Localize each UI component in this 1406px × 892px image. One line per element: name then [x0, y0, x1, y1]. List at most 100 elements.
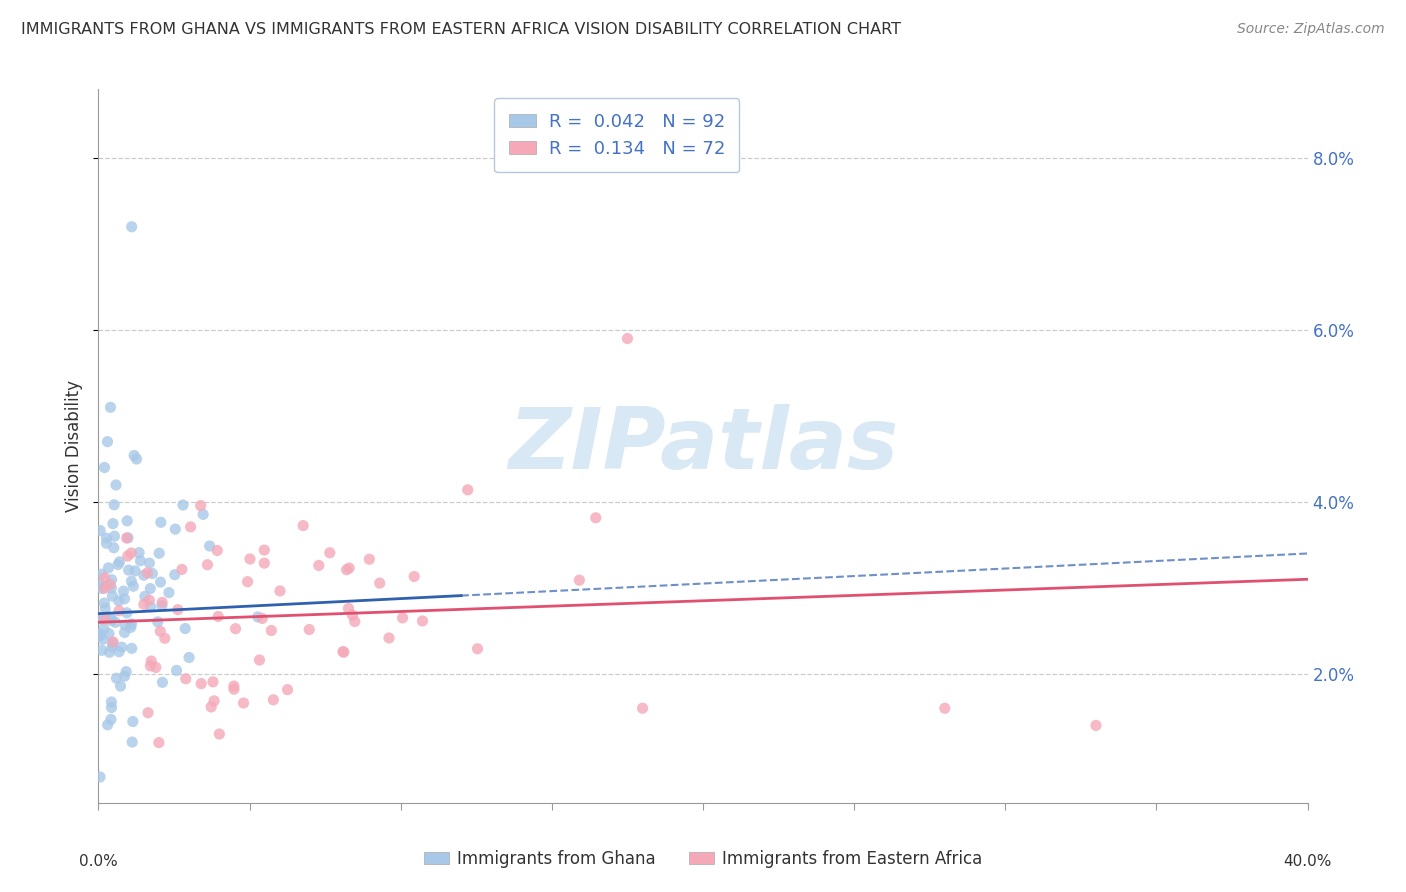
Y-axis label: Vision Disability: Vision Disability [65, 380, 83, 512]
Point [277, 682, 299, 697]
Point [132, 597, 155, 611]
Point [292, 518, 315, 533]
Point [121, 641, 143, 656]
Point [253, 543, 276, 558]
Point [616, 332, 638, 346]
Point [208, 727, 231, 741]
Point [128, 546, 150, 560]
Text: ZIPatlas: ZIPatlas [508, 404, 898, 488]
Point [145, 660, 167, 674]
Point [101, 589, 124, 603]
Point [100, 611, 122, 625]
Point [93, 460, 115, 475]
Point [132, 568, 155, 582]
Point [1085, 718, 1108, 732]
Point [222, 679, 245, 693]
Point [207, 609, 229, 624]
Point [93, 571, 115, 585]
Point [89, 629, 111, 643]
Point [157, 585, 180, 599]
Point [236, 574, 259, 589]
Point [153, 632, 176, 646]
Point [100, 401, 122, 415]
Point [177, 650, 200, 665]
Point [222, 682, 245, 697]
Legend: Immigrants from Ghana, Immigrants from Eastern Africa: Immigrants from Ghana, Immigrants from E… [418, 844, 988, 875]
Point [337, 561, 360, 575]
Point [117, 549, 139, 563]
Point [150, 599, 173, 613]
Point [174, 672, 197, 686]
Point [239, 552, 262, 566]
Point [121, 735, 143, 749]
Point [122, 579, 145, 593]
Point [149, 624, 172, 639]
Point [141, 654, 163, 668]
Point [412, 614, 434, 628]
Point [252, 611, 274, 625]
Point [90, 582, 112, 596]
Point [97, 561, 120, 575]
Point [138, 593, 160, 607]
Point [108, 645, 131, 659]
Point [103, 498, 125, 512]
Point [197, 558, 219, 572]
Point [152, 675, 174, 690]
Point [149, 516, 172, 530]
Point [190, 499, 212, 513]
Point [146, 615, 169, 629]
Point [117, 531, 139, 545]
Point [111, 640, 134, 655]
Point [90, 643, 112, 657]
Point [298, 623, 321, 637]
Point [359, 552, 381, 566]
Point [96, 531, 118, 545]
Point [166, 664, 188, 678]
Point [115, 514, 138, 528]
Point [568, 573, 591, 587]
Point [138, 556, 160, 570]
Point [150, 595, 173, 609]
Point [121, 219, 143, 234]
Point [121, 714, 143, 729]
Point [90, 567, 112, 582]
Point [191, 508, 214, 522]
Point [246, 610, 269, 624]
Point [112, 584, 135, 599]
Point [103, 541, 125, 555]
Point [139, 599, 162, 614]
Point [110, 679, 132, 693]
Text: 40.0%: 40.0% [1284, 855, 1331, 870]
Point [134, 590, 156, 604]
Point [103, 529, 125, 543]
Point [100, 573, 122, 587]
Point [120, 546, 142, 560]
Point [89, 627, 111, 641]
Point [308, 558, 330, 573]
Point [269, 584, 291, 599]
Point [107, 594, 129, 608]
Legend: R =  0.042   N = 92, R =  0.134   N = 72: R = 0.042 N = 92, R = 0.134 N = 72 [495, 98, 740, 172]
Point [139, 582, 162, 596]
Point [105, 671, 128, 685]
Point [129, 554, 152, 568]
Point [94, 579, 117, 593]
Point [343, 615, 366, 629]
Point [118, 563, 141, 577]
Point [141, 566, 163, 581]
Point [98, 577, 121, 591]
Point [93, 581, 115, 595]
Point [96, 434, 118, 449]
Point [89, 612, 111, 626]
Point [336, 563, 359, 577]
Point [89, 578, 111, 592]
Point [631, 701, 654, 715]
Point [108, 604, 131, 618]
Point [93, 622, 115, 636]
Point [115, 606, 138, 620]
Point [115, 665, 138, 679]
Text: 0.0%: 0.0% [79, 855, 118, 870]
Point [101, 640, 124, 654]
Point [148, 736, 170, 750]
Point [96, 536, 118, 550]
